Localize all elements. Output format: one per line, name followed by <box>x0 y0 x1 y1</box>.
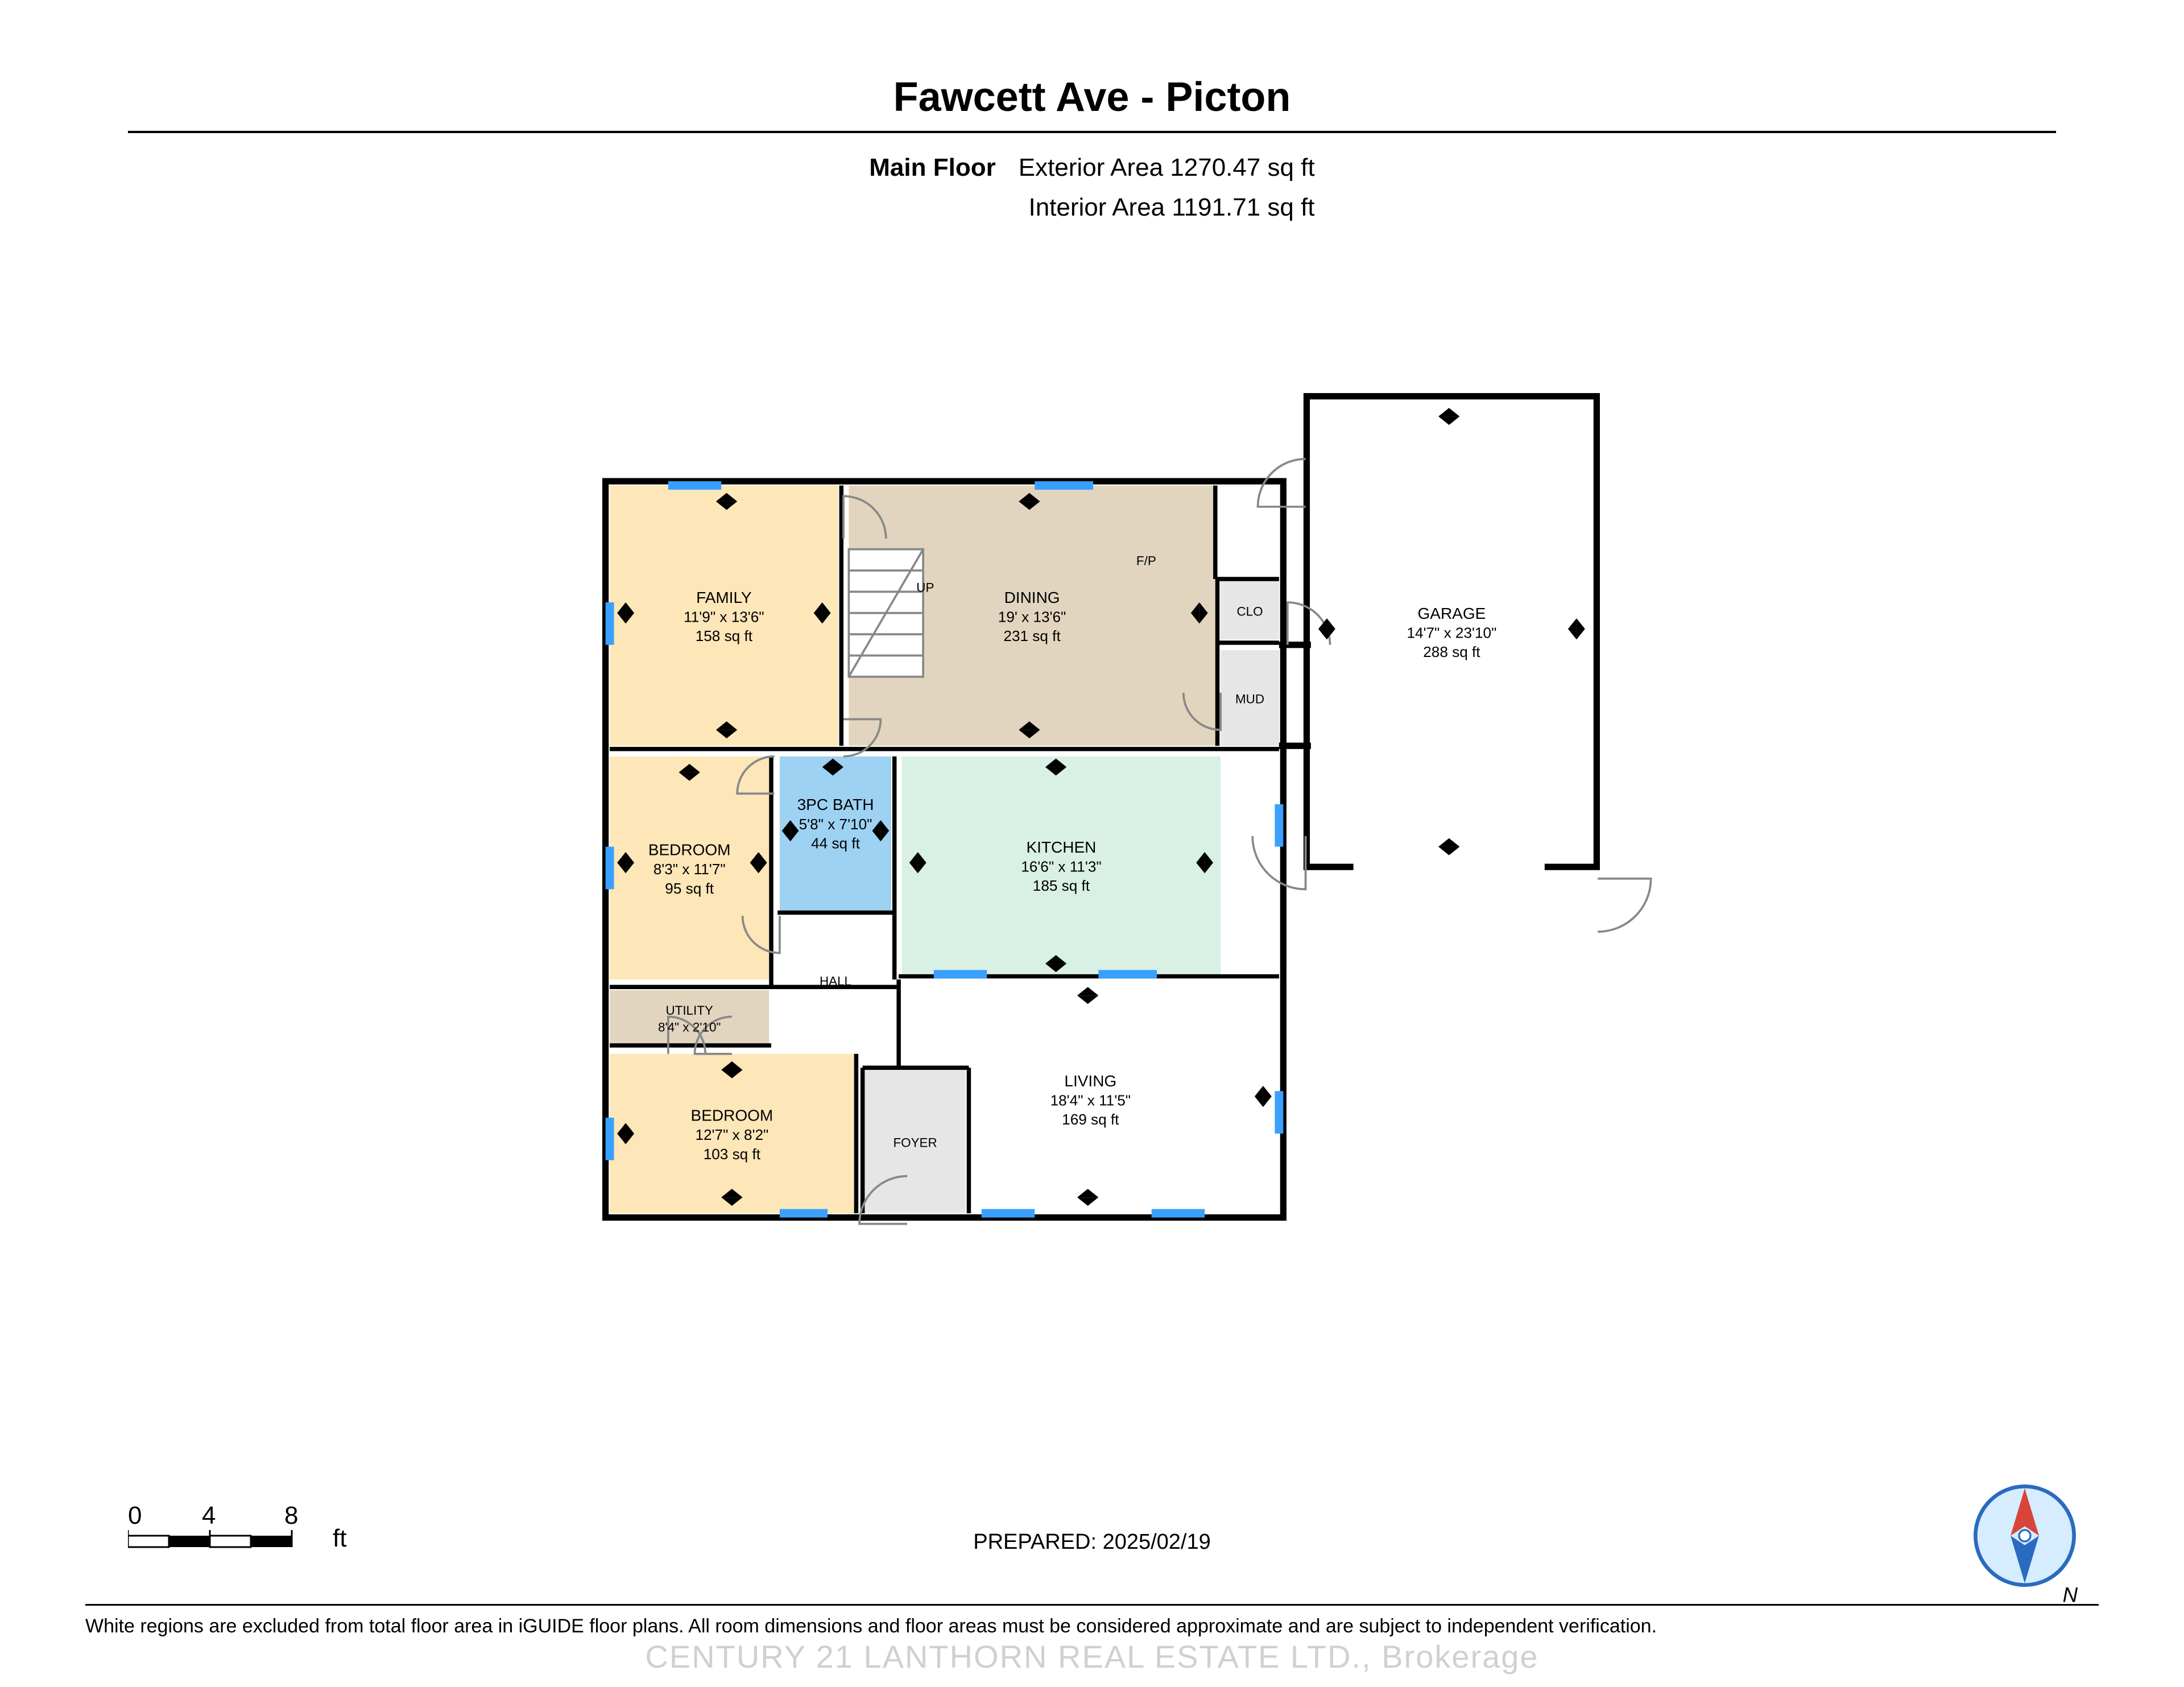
prepared-date: PREPARED: 2025/02/19 <box>0 1530 2184 1554</box>
svg-text:MUD: MUD <box>1235 692 1264 706</box>
svg-text:19' x 13'6": 19' x 13'6" <box>998 609 1066 626</box>
scale-tick-0: 0 <box>128 1502 142 1530</box>
svg-text:5'8" x 7'10": 5'8" x 7'10" <box>799 816 872 833</box>
svg-text:95 sq ft: 95 sq ft <box>665 880 714 897</box>
svg-text:LIVING: LIVING <box>1064 1072 1116 1090</box>
svg-text:158 sq ft: 158 sq ft <box>696 627 753 644</box>
svg-text:288 sq ft: 288 sq ft <box>1423 643 1480 660</box>
svg-text:8'4" x 2'10": 8'4" x 2'10" <box>658 1020 721 1035</box>
title-rule <box>128 131 2056 133</box>
floor-summary-line1: Main Floor Exterior Area 1270.47 sq ft <box>0 154 2184 182</box>
footer-rule <box>85 1604 2099 1606</box>
watermark: CENTURY 21 LANTHORN REAL ESTATE LTD., Br… <box>0 1638 2184 1675</box>
svg-text:BEDROOM: BEDROOM <box>648 841 731 859</box>
svg-text:44 sq ft: 44 sq ft <box>811 834 860 851</box>
svg-text:FAMILY: FAMILY <box>696 589 752 606</box>
floor-label: Main Floor <box>869 154 995 181</box>
svg-text:BEDROOM: BEDROOM <box>691 1107 774 1124</box>
page-title: Fawcett Ave - Picton <box>0 74 2184 121</box>
svg-text:DINING: DINING <box>1004 589 1060 606</box>
svg-text:14'7" x 23'10": 14'7" x 23'10" <box>1407 625 1496 642</box>
exterior-area: Exterior Area 1270.47 sq ft <box>1019 154 1315 181</box>
compass: N <box>1968 1479 2082 1615</box>
svg-text:F/P: F/P <box>1136 554 1156 568</box>
svg-text:103 sq ft: 103 sq ft <box>704 1146 761 1163</box>
floor-summary-line2: Interior Area 1191.71 sq ft <box>0 193 2184 222</box>
svg-text:3PC BATH: 3PC BATH <box>797 796 874 813</box>
svg-text:16'6" x 11'3": 16'6" x 11'3" <box>1021 858 1101 875</box>
svg-text:8'3" x 11'7": 8'3" x 11'7" <box>653 861 726 878</box>
room-label-mud: MUD <box>1235 692 1264 706</box>
scale-tick-1: 4 <box>202 1502 216 1530</box>
interior-area: Interior Area 1191.71 sq ft <box>1028 193 1314 221</box>
svg-text:12'7" x 8'2": 12'7" x 8'2" <box>695 1126 768 1143</box>
svg-text:UP: UP <box>916 580 934 594</box>
svg-text:HALL: HALL <box>820 974 851 988</box>
svg-text:UTILITY: UTILITY <box>665 1003 713 1018</box>
door-swing <box>1598 879 1651 932</box>
svg-text:169 sq ft: 169 sq ft <box>1062 1111 1119 1128</box>
scale-tick-2: 8 <box>284 1502 298 1530</box>
svg-text:11'9" x 13'6": 11'9" x 13'6" <box>684 609 764 626</box>
floor-plan: FAMILY 11'9" x 13'6"158 sq ft DINING 19' x … <box>546 273 1672 1399</box>
svg-text:CLO: CLO <box>1236 604 1263 618</box>
svg-text:GARAGE: GARAGE <box>1417 605 1486 622</box>
room-label-foyer: FOYER <box>894 1135 937 1150</box>
svg-text:KITCHEN: KITCHEN <box>1026 838 1096 856</box>
svg-text:185 sq ft: 185 sq ft <box>1033 877 1090 894</box>
room-label-dining: DINING 19' x 13'6"231 sq ft <box>998 589 1066 644</box>
svg-text:231 sq ft: 231 sq ft <box>1003 627 1061 644</box>
room-label-hall: HALL <box>820 974 851 988</box>
room-label-clo: CLO <box>1236 604 1263 618</box>
svg-text:18'4" x 11'5": 18'4" x 11'5" <box>1050 1092 1131 1109</box>
disclaimer-text: White regions are excluded from total fl… <box>85 1615 2099 1638</box>
compass-n: N <box>2063 1583 2078 1607</box>
room-label-kitchen: KITCHEN 16'6" x 11'3" 185 sq ft <box>1021 838 1101 894</box>
svg-text:FOYER: FOYER <box>894 1135 937 1150</box>
